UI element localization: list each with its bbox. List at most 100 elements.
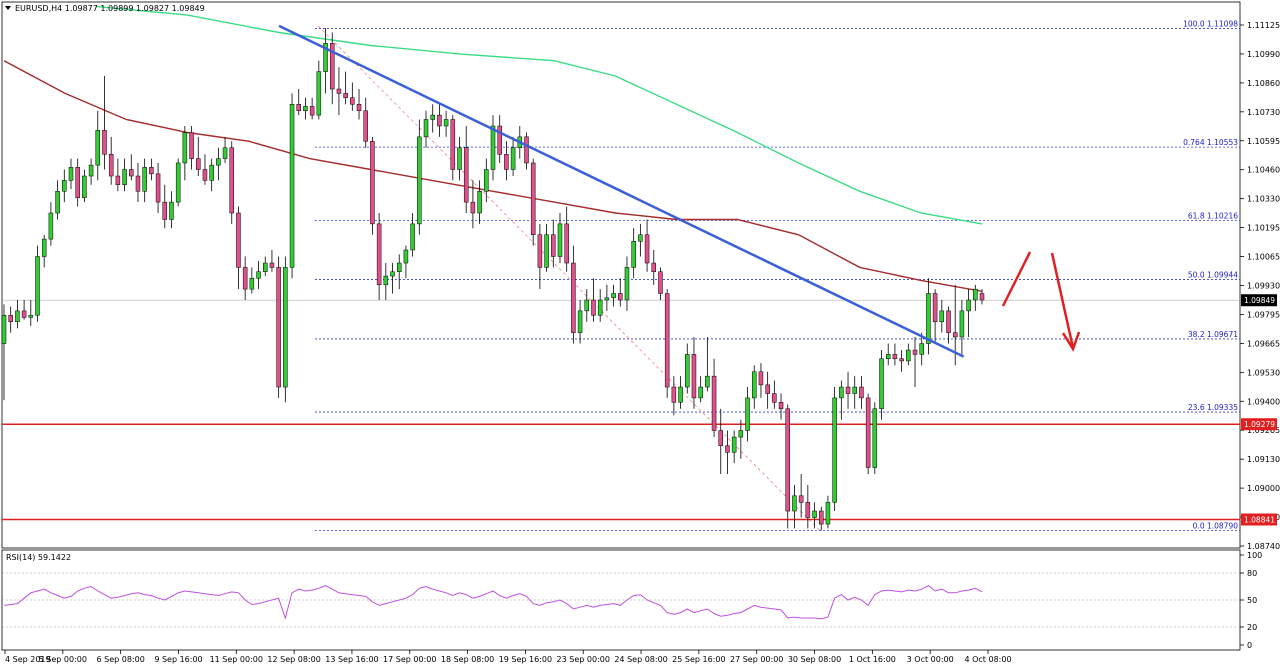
y-tick-label: 1.10065 [1247,253,1280,262]
candle-body [82,175,87,199]
candle-body [798,495,804,503]
candle-body [289,103,295,268]
candle [752,365,757,409]
candle [524,132,529,170]
candle-body [189,132,194,159]
candle [839,380,844,420]
candle [899,350,904,372]
candle-body [196,158,201,170]
candle [745,387,750,442]
candle [189,125,194,170]
candle [222,136,228,163]
y-tick-label: 1.09130 [1247,455,1280,464]
candle-body [711,375,717,431]
candle [336,67,342,116]
candle [28,300,34,327]
candle [926,278,931,355]
candle-body [544,234,549,268]
fib-level-label: 0.0 1.08790 [1193,522,1239,531]
candle [263,256,268,277]
candle-body [15,310,20,323]
rsi-label: RSI(14) 59.1422 [6,553,71,562]
x-tick-label: 6 Sep 08:00 [96,655,144,664]
candle-body [865,397,871,468]
candle-body [564,223,569,264]
candle [162,184,168,229]
candle-body [845,386,851,394]
candle [356,89,362,120]
candle-body [557,223,563,257]
y-tick-label: 1.09400 [1247,397,1280,406]
candle [571,245,576,344]
dropdown-triangle-icon[interactable] [5,6,11,10]
candle [316,60,322,120]
candle-body [423,119,429,138]
candle-body [631,241,636,268]
moving-average-green [95,5,983,225]
x-tick-label: 13 Sep 16:00 [325,655,378,664]
candle [169,191,174,229]
candle [8,306,13,333]
candle [611,284,616,307]
candle-body [979,293,985,301]
candle-body [48,212,54,240]
level-price-box-label: 1.08841 [1244,516,1275,525]
candle-body [216,158,221,166]
candle-body [852,386,857,394]
candle-body [142,167,147,192]
candle-body [651,262,657,272]
y-tick-label: 1.10860 [1247,79,1280,88]
candle-body [1,314,7,344]
candle-body [899,358,904,362]
candle [879,350,884,420]
candle [564,206,569,272]
chart-title: EURUSD,H4 1.09877 1.09899 1.09827 1.0984… [15,4,205,13]
x-tick-label: 24 Sep 08:00 [614,655,667,664]
candle-body [484,169,489,192]
candle-body [611,293,616,299]
candle-body [725,445,730,453]
x-tick-label: 30 Sep 08:00 [788,655,841,664]
candle-body [731,436,737,453]
current-price-box [1241,294,1277,307]
candle [772,380,777,409]
candle-body [343,93,348,98]
candle [504,141,509,181]
candle-body [296,103,301,112]
candle [658,267,663,301]
candle-body [149,167,154,175]
candle-body [698,386,703,399]
y-tick-label: 1.10990 [1247,50,1280,59]
candle [584,289,590,322]
candle [738,419,744,459]
candle [102,75,107,170]
candle [410,213,415,257]
candle [296,89,301,116]
candle [457,136,462,181]
candle-body [691,354,697,399]
candle-body [175,162,181,203]
candle [705,336,710,392]
candle-body [658,271,663,294]
candle-body [222,147,228,159]
rsi-line [3,585,983,620]
x-tick-label: 4 Sep 2019 [5,655,51,664]
candle-body [577,310,583,333]
y-tick-label: 1.10195 [1247,224,1280,233]
candle-body [303,106,308,112]
candle [276,256,281,398]
level-price-box-label: 1.09279 [1244,420,1275,429]
candle [577,300,583,344]
candle-body [678,386,683,403]
candle-body [108,154,114,177]
candle-body [256,271,261,279]
candle [818,506,824,531]
candle-body [752,371,757,399]
candle-body [584,299,590,312]
candle [959,300,965,355]
candle-body [919,343,924,355]
candle [343,71,348,105]
candle [885,343,891,366]
candle-body [336,88,342,94]
